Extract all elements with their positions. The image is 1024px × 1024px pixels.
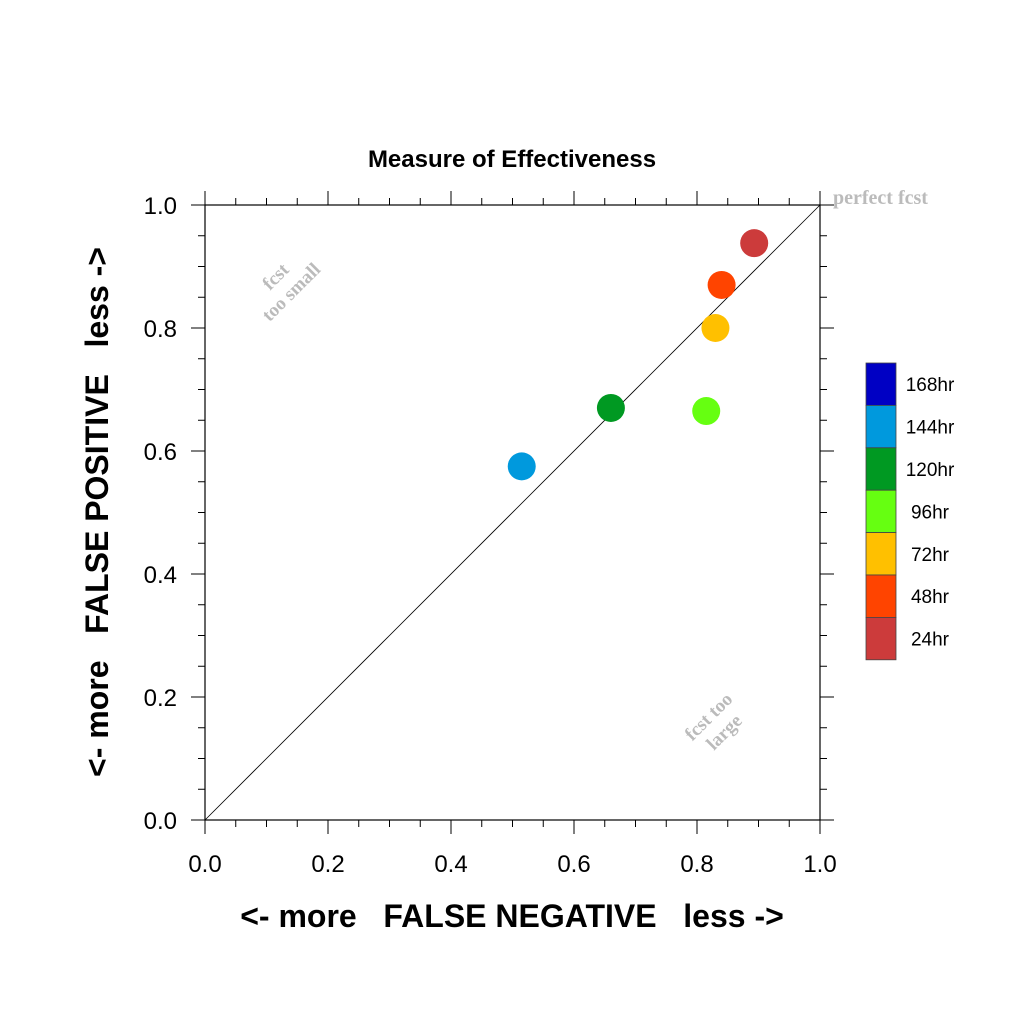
x-tick-label: 0.4 [434, 851, 467, 878]
x-tick-label: 0.8 [680, 851, 713, 878]
data-point-24hr [740, 229, 769, 258]
legend-swatch-120hr [865, 447, 897, 491]
x-tick-label: 0.0 [188, 851, 221, 878]
y-tick-label: 0.4 [144, 562, 177, 589]
legend-label-72hr: 72hr [911, 545, 950, 566]
legend-swatch-72hr [865, 532, 897, 576]
chart-title: Measure of Effectiveness [368, 146, 656, 173]
x-axis-label: <- more FALSE NEGATIVE less -> [240, 898, 784, 934]
legend-swatch-48hr [865, 574, 897, 618]
y-tick-label: 0.2 [144, 685, 177, 712]
legend-swatch-144hr [865, 404, 897, 449]
y-tick-label: 1.0 [144, 193, 177, 220]
data-point-144hr [507, 452, 536, 481]
data-point-48hr [707, 270, 736, 299]
axis-ticks [191, 191, 834, 834]
annotation-fcst-too-large: fcst too large [681, 689, 747, 755]
y-tick-label: 0.6 [144, 439, 177, 466]
y-axis-label: <- more FALSE POSITIVE less -> [79, 247, 115, 777]
legend-swatch-24hr [865, 617, 897, 661]
annotation-perfect-fcst: perfect fcst [833, 187, 928, 209]
data-points [507, 229, 769, 481]
plot-area: 0.0 0.2 0.4 0.6 0.8 1.0 0.0 0.2 0.4 0.6 0.8 1.0 [144, 191, 837, 878]
legend: 168hr 144hr 120hr 96hr 72hr 48hr 24hr [865, 362, 955, 661]
x-tick-label: 0.2 [311, 851, 344, 878]
legend-swatch-168hr [865, 362, 897, 406]
legend-label-96hr: 96hr [911, 502, 950, 523]
axis-tick-labels: 0.0 0.2 0.4 0.6 0.8 1.0 0.0 0.2 0.4 0.6 0.8 1.0 [144, 193, 837, 878]
legend-label-168hr: 168hr [906, 375, 955, 396]
perfect-forecast-diagonal [204, 204, 821, 821]
legend-swatch-96hr [865, 489, 897, 534]
data-point-72hr [701, 314, 730, 342]
data-point-120hr [596, 393, 625, 422]
x-tick-label: 1.0 [803, 851, 836, 878]
x-tick-label: 0.6 [557, 851, 590, 878]
y-tick-label: 0.8 [144, 316, 177, 343]
legend-label-120hr: 120hr [906, 460, 955, 481]
legend-label-144hr: 144hr [906, 418, 955, 439]
legend-label-48hr: 48hr [911, 587, 950, 608]
data-point-96hr [692, 397, 721, 426]
y-tick-label: 0.0 [144, 808, 177, 835]
annotation-fcst-too-small: fcst too small [258, 259, 325, 326]
legend-label-24hr: 24hr [911, 630, 950, 651]
